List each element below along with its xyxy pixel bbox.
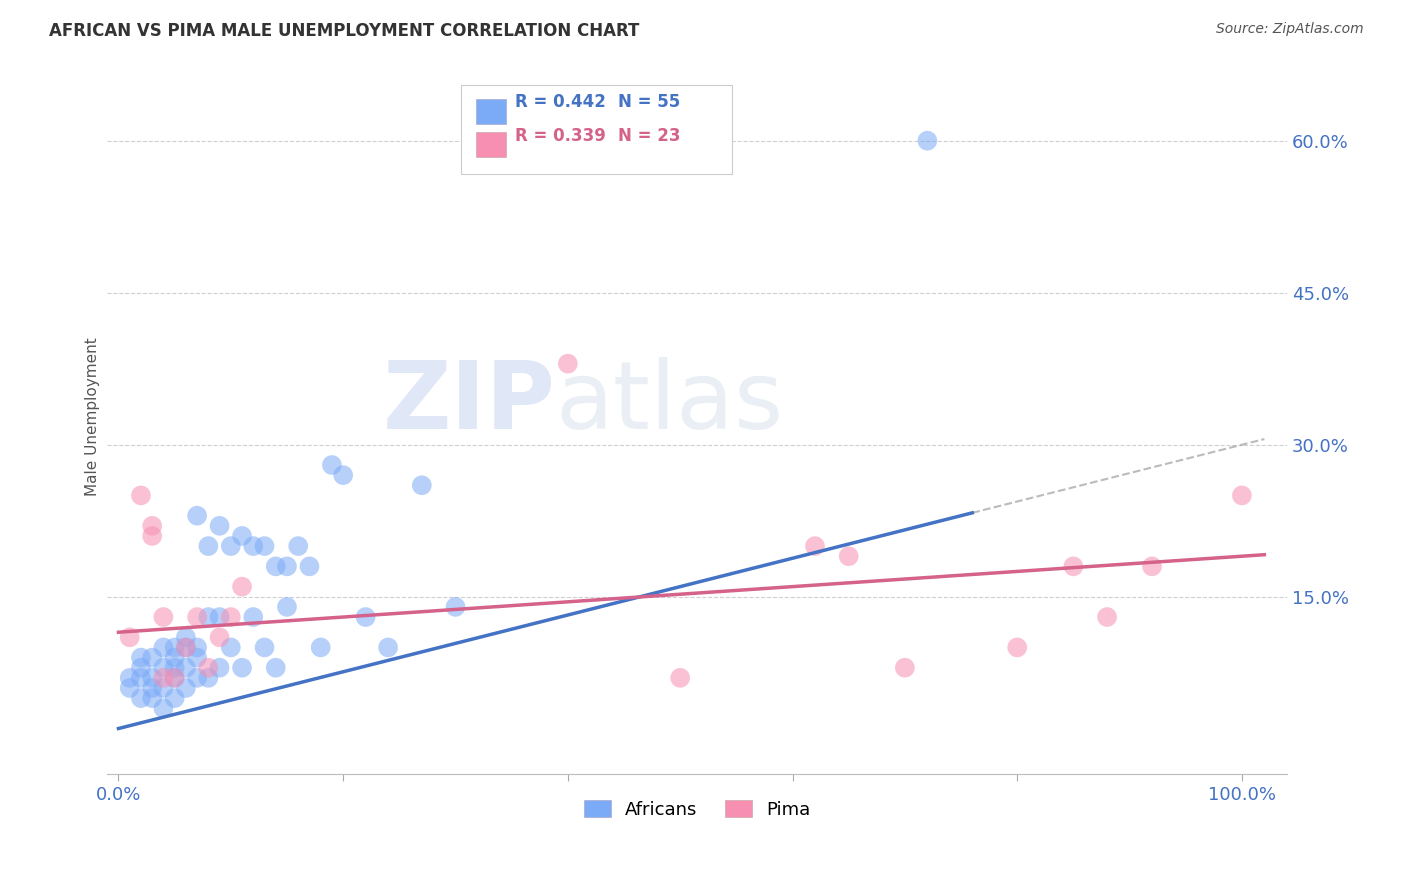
Point [174, 661, 197, 675]
Point [186, 650, 208, 665]
Point [118, 671, 141, 685]
Point [141, 650, 163, 665]
Y-axis label: Male Unemployment: Male Unemployment [86, 337, 100, 496]
Point [309, 640, 332, 655]
Text: Source: ZipAtlas.com: Source: ZipAtlas.com [1216, 22, 1364, 37]
Point [129, 650, 152, 665]
Point [219, 640, 242, 655]
Point [208, 610, 231, 624]
Point [242, 539, 264, 553]
Point [242, 610, 264, 624]
Text: ZIP: ZIP [382, 357, 555, 449]
Point [129, 488, 152, 502]
Point [444, 599, 467, 614]
Point [231, 661, 253, 675]
Point [186, 610, 208, 624]
Point [141, 691, 163, 706]
Point [321, 458, 343, 472]
Text: atlas: atlas [555, 357, 783, 449]
Point [174, 640, 197, 655]
Point [197, 610, 219, 624]
Point [152, 661, 174, 675]
FancyBboxPatch shape [477, 99, 506, 124]
Point [163, 640, 186, 655]
Point [129, 661, 152, 675]
FancyBboxPatch shape [477, 133, 506, 158]
Point [219, 610, 242, 624]
Point [253, 640, 276, 655]
Point [332, 468, 354, 483]
Point [1140, 559, 1163, 574]
Point [231, 529, 253, 543]
Point [118, 681, 141, 695]
Point [152, 610, 174, 624]
Point [197, 671, 219, 685]
Point [208, 630, 231, 644]
Point [208, 661, 231, 675]
Point [141, 681, 163, 695]
Point [163, 650, 186, 665]
Point [186, 640, 208, 655]
Point [1095, 610, 1118, 624]
Point [411, 478, 433, 492]
Point [264, 661, 287, 675]
Point [287, 539, 309, 553]
Point [163, 671, 186, 685]
Point [152, 640, 174, 655]
Point [894, 661, 917, 675]
Point [1062, 559, 1084, 574]
FancyBboxPatch shape [461, 85, 733, 174]
Point [197, 539, 219, 553]
Point [298, 559, 321, 574]
Point [129, 691, 152, 706]
Text: N = 55: N = 55 [619, 94, 681, 112]
Point [231, 580, 253, 594]
Point [163, 661, 186, 675]
Point [186, 508, 208, 523]
Point [276, 599, 298, 614]
Point [377, 640, 399, 655]
Point [141, 518, 163, 533]
Text: R = 0.442: R = 0.442 [516, 94, 606, 112]
Point [208, 518, 231, 533]
Point [1230, 488, 1253, 502]
Point [174, 640, 197, 655]
Point [129, 671, 152, 685]
Point [141, 529, 163, 543]
Point [197, 661, 219, 675]
Point [276, 559, 298, 574]
Text: AFRICAN VS PIMA MALE UNEMPLOYMENT CORRELATION CHART: AFRICAN VS PIMA MALE UNEMPLOYMENT CORREL… [49, 22, 640, 40]
Point [186, 671, 208, 685]
Text: R = 0.339: R = 0.339 [516, 127, 606, 145]
Legend: Africans, Pima: Africans, Pima [576, 793, 818, 826]
Point [163, 691, 186, 706]
Point [152, 701, 174, 715]
Point [669, 671, 692, 685]
Point [152, 671, 174, 685]
Point [152, 681, 174, 695]
Point [163, 671, 186, 685]
Point [141, 671, 163, 685]
Point [557, 357, 579, 371]
Point [354, 610, 377, 624]
Point [174, 630, 197, 644]
Point [264, 559, 287, 574]
Text: N = 23: N = 23 [619, 127, 681, 145]
Point [1005, 640, 1028, 655]
Point [174, 681, 197, 695]
Point [118, 630, 141, 644]
Point [917, 134, 939, 148]
Point [804, 539, 827, 553]
Point [219, 539, 242, 553]
Point [253, 539, 276, 553]
Point [838, 549, 860, 564]
